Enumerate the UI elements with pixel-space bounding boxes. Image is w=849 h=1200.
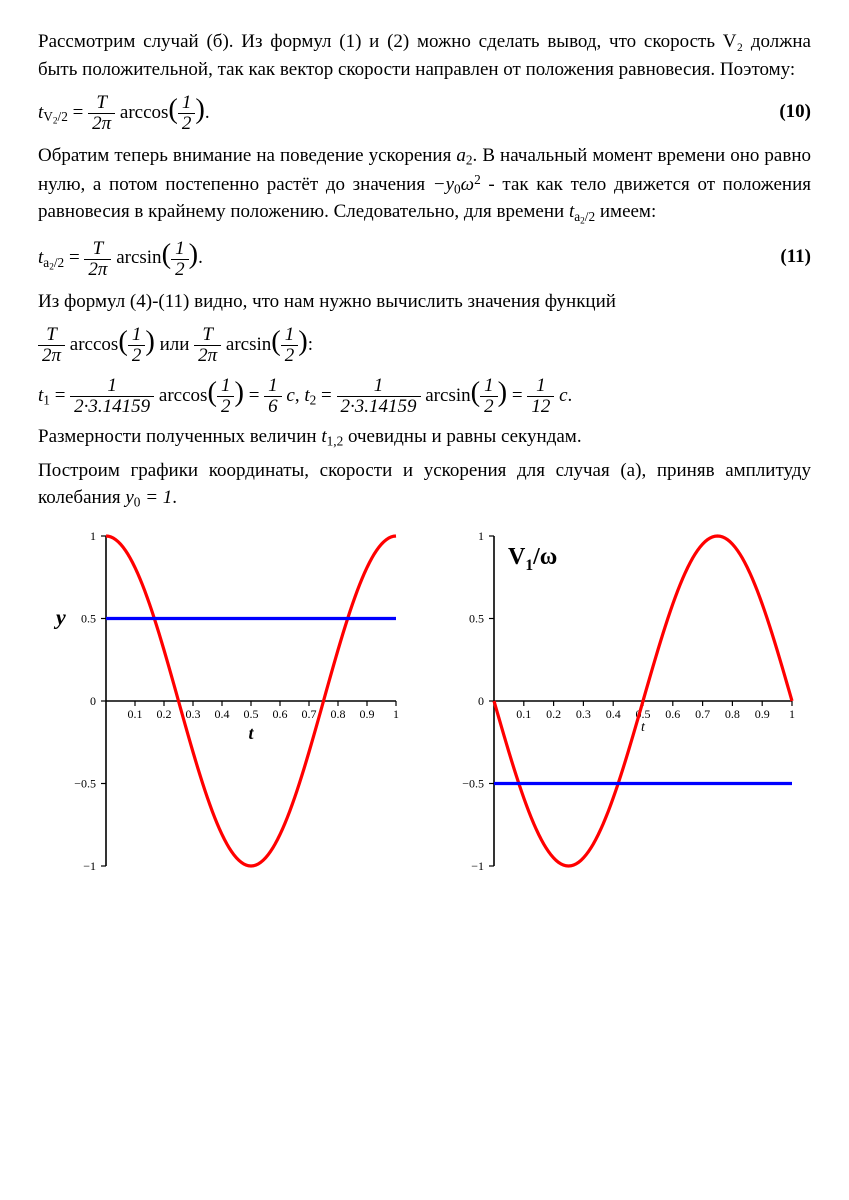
svg-text:0.4: 0.4 <box>215 707 230 721</box>
svg-text:0.6: 0.6 <box>273 707 288 721</box>
svg-text:−1: −1 <box>83 859 96 873</box>
svg-text:1: 1 <box>393 707 399 721</box>
svg-text:0: 0 <box>478 694 484 708</box>
svg-text:−0.5: −0.5 <box>74 776 96 790</box>
svg-text:−0.5: −0.5 <box>462 776 484 790</box>
equation-11: ta2/2 = T2π arcsin(12). (11) <box>38 234 811 279</box>
svg-text:V1/ω: V1/ω <box>508 544 557 574</box>
svg-text:0.7: 0.7 <box>695 707 710 721</box>
chart-y-vs-t: −1−0.500.510.10.20.30.40.50.60.70.80.91y… <box>38 522 416 882</box>
formula-line-4: T2π arccos(12) или T2π arcsin(12): <box>38 321 811 366</box>
svg-text:0.3: 0.3 <box>575 707 590 721</box>
formula-line-5: t1 = 12·3.14159 arccos(12) = 16 c, t2 = … <box>38 372 811 417</box>
equation-number-10: (10) <box>767 98 811 126</box>
paragraph-1: Рассмотрим случай (б). Из формул (1) и (… <box>38 28 811 83</box>
svg-text:0.2: 0.2 <box>157 707 172 721</box>
svg-text:1: 1 <box>478 529 484 543</box>
svg-text:1: 1 <box>789 707 795 721</box>
svg-text:0.5: 0.5 <box>469 611 484 625</box>
equation-number-11: (11) <box>768 243 811 271</box>
svg-text:0.1: 0.1 <box>516 707 531 721</box>
svg-text:0.8: 0.8 <box>724 707 739 721</box>
paragraph-2: Обратим теперь внимание на поведение уск… <box>38 142 811 228</box>
svg-text:0.5: 0.5 <box>244 707 259 721</box>
svg-text:0.7: 0.7 <box>302 707 317 721</box>
svg-text:0.8: 0.8 <box>331 707 346 721</box>
svg-text:0: 0 <box>90 694 96 708</box>
svg-text:0.6: 0.6 <box>665 707 680 721</box>
paragraph-5: Построим графики координаты, скорости и … <box>38 457 811 512</box>
svg-text:0.1: 0.1 <box>128 707 143 721</box>
svg-text:0.9: 0.9 <box>360 707 375 721</box>
svg-text:0.2: 0.2 <box>546 707 561 721</box>
equation-10: tV2/2 = T2π arccos(12). (10) <box>38 89 811 134</box>
svg-text:0.3: 0.3 <box>186 707 201 721</box>
paragraph-4: Размерности полученных величин t1,2 очев… <box>38 423 811 451</box>
paragraph-3: Из формул (4)-(11) видно, что нам нужно … <box>38 288 811 316</box>
svg-text:0.5: 0.5 <box>81 611 96 625</box>
svg-text:0.4: 0.4 <box>605 707 620 721</box>
svg-text:1: 1 <box>90 529 96 543</box>
chart-v-over-omega: −1−0.500.510.10.20.30.40.50.60.70.80.91V… <box>434 522 812 882</box>
svg-text:−1: −1 <box>471 859 484 873</box>
svg-text:0.9: 0.9 <box>754 707 769 721</box>
